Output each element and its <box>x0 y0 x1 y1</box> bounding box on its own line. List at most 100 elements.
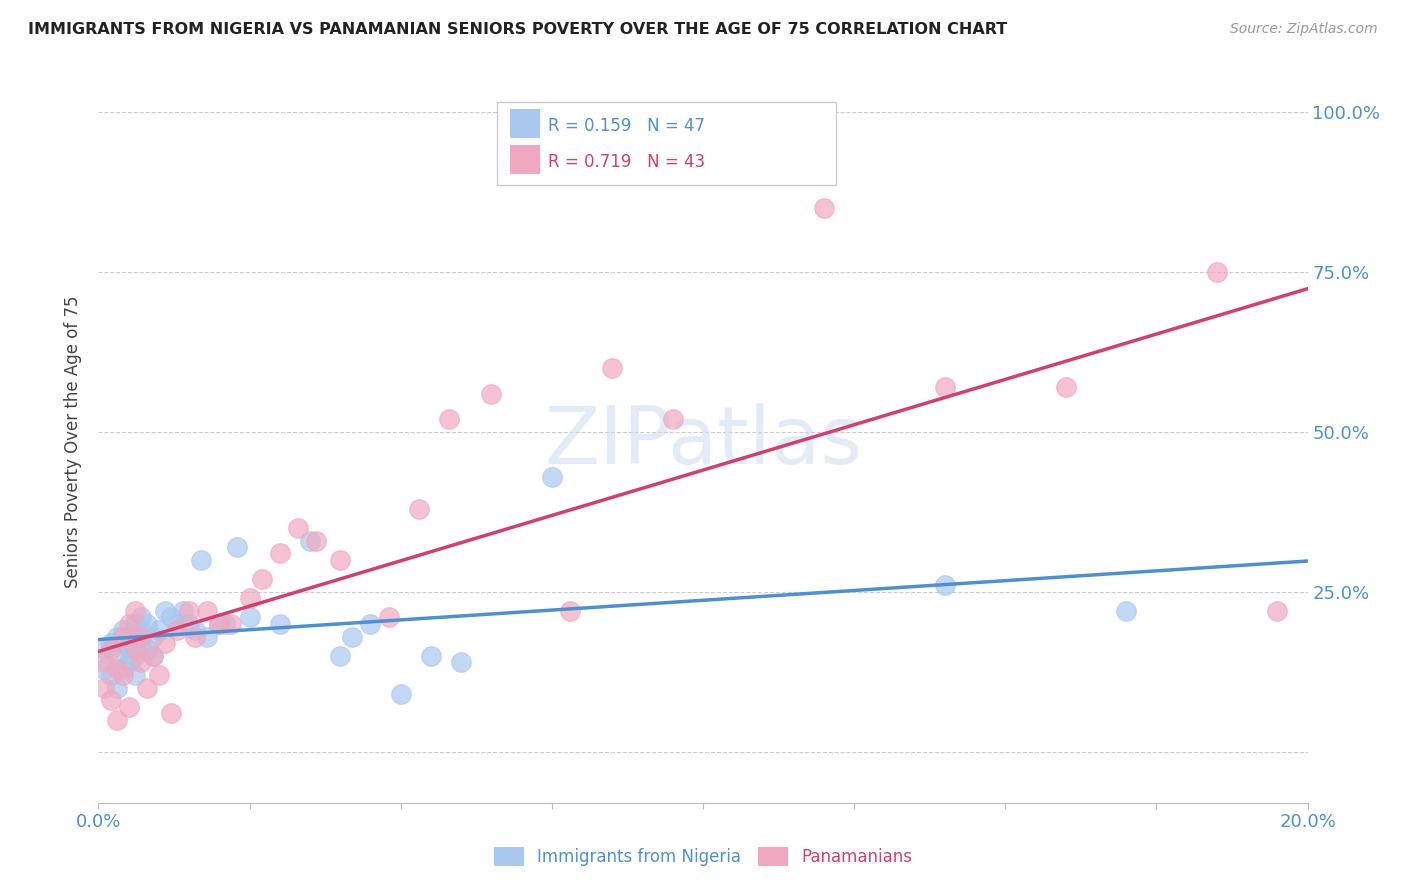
Point <box>239 610 262 624</box>
Bar <box>509 109 540 138</box>
Point <box>934 380 956 394</box>
Point <box>118 630 141 644</box>
Point <box>481 386 503 401</box>
Legend: Immigrants from Nigeria, Panamanians: Immigrants from Nigeria, Panamanians <box>485 838 921 875</box>
Point <box>93 661 115 675</box>
Point <box>142 630 165 644</box>
Point <box>105 681 128 695</box>
Point <box>100 668 122 682</box>
Point <box>377 610 399 624</box>
Point <box>93 642 115 657</box>
Text: ZIPatlas: ZIPatlas <box>544 402 862 481</box>
Point <box>602 361 624 376</box>
Point <box>118 616 141 631</box>
Point <box>105 648 128 663</box>
Point <box>129 636 152 650</box>
Point <box>118 699 141 714</box>
Text: IMMIGRANTS FROM NIGERIA VS PANAMANIAN SENIORS POVERTY OVER THE AGE OF 75 CORRELA: IMMIGRANTS FROM NIGERIA VS PANAMANIAN SE… <box>28 22 1007 37</box>
Point <box>250 572 273 586</box>
Point <box>129 655 152 669</box>
Point <box>437 412 460 426</box>
Point <box>450 655 472 669</box>
Point <box>111 661 134 675</box>
Point <box>287 521 309 535</box>
Point <box>184 630 207 644</box>
Point <box>166 623 188 637</box>
FancyBboxPatch shape <box>498 102 837 185</box>
Point <box>153 636 176 650</box>
Text: Source: ZipAtlas.com: Source: ZipAtlas.com <box>1230 22 1378 37</box>
Text: R = 0.719   N = 43: R = 0.719 N = 43 <box>548 153 706 171</box>
Point <box>111 636 134 650</box>
Point <box>208 616 231 631</box>
Point <box>269 616 291 631</box>
Point <box>239 591 262 606</box>
Point <box>100 642 122 657</box>
Point <box>420 648 443 663</box>
Point <box>129 623 152 637</box>
Point <box>195 604 218 618</box>
Point <box>342 630 364 644</box>
Point <box>129 610 152 624</box>
Point <box>179 604 201 618</box>
Point <box>100 636 122 650</box>
Point <box>105 713 128 727</box>
Point <box>118 642 141 657</box>
Point <box>329 648 352 663</box>
Point <box>329 553 352 567</box>
Point <box>934 578 956 592</box>
Point <box>1054 380 1077 394</box>
Point <box>100 693 122 707</box>
Point <box>93 655 115 669</box>
Bar <box>509 145 540 174</box>
Point <box>148 668 170 682</box>
Point <box>269 546 291 560</box>
Point <box>148 623 170 637</box>
Point <box>135 642 157 657</box>
Point <box>179 616 201 631</box>
Point <box>408 501 430 516</box>
Point <box>111 630 134 644</box>
Point <box>124 616 146 631</box>
Point <box>184 623 207 637</box>
Point <box>214 616 236 631</box>
Point <box>360 616 382 631</box>
Point <box>208 616 231 631</box>
Point <box>124 668 146 682</box>
Point <box>118 655 141 669</box>
Point <box>1267 604 1289 618</box>
Point <box>142 648 165 663</box>
Point <box>1206 265 1229 279</box>
Point <box>661 412 683 426</box>
Point <box>172 604 194 618</box>
Point <box>190 553 212 567</box>
Point <box>226 540 249 554</box>
Point <box>135 681 157 695</box>
Point <box>389 687 412 701</box>
Point <box>153 604 176 618</box>
Point <box>124 642 146 657</box>
Point <box>124 604 146 618</box>
Point <box>105 661 128 675</box>
Point <box>124 648 146 663</box>
Point <box>111 623 134 637</box>
Point <box>221 616 243 631</box>
Point <box>195 630 218 644</box>
Point <box>93 681 115 695</box>
Point <box>540 469 562 483</box>
Point <box>142 648 165 663</box>
Point <box>160 610 183 624</box>
Point <box>129 630 152 644</box>
Point <box>1115 604 1137 618</box>
Point <box>105 630 128 644</box>
Point <box>160 706 183 721</box>
Point <box>111 668 134 682</box>
Text: R = 0.159   N = 47: R = 0.159 N = 47 <box>548 117 706 135</box>
Point <box>305 533 328 548</box>
Point <box>166 616 188 631</box>
Point <box>135 616 157 631</box>
Point <box>558 604 581 618</box>
Point <box>813 201 835 215</box>
Point <box>299 533 322 548</box>
Y-axis label: Seniors Poverty Over the Age of 75: Seniors Poverty Over the Age of 75 <box>65 295 83 588</box>
